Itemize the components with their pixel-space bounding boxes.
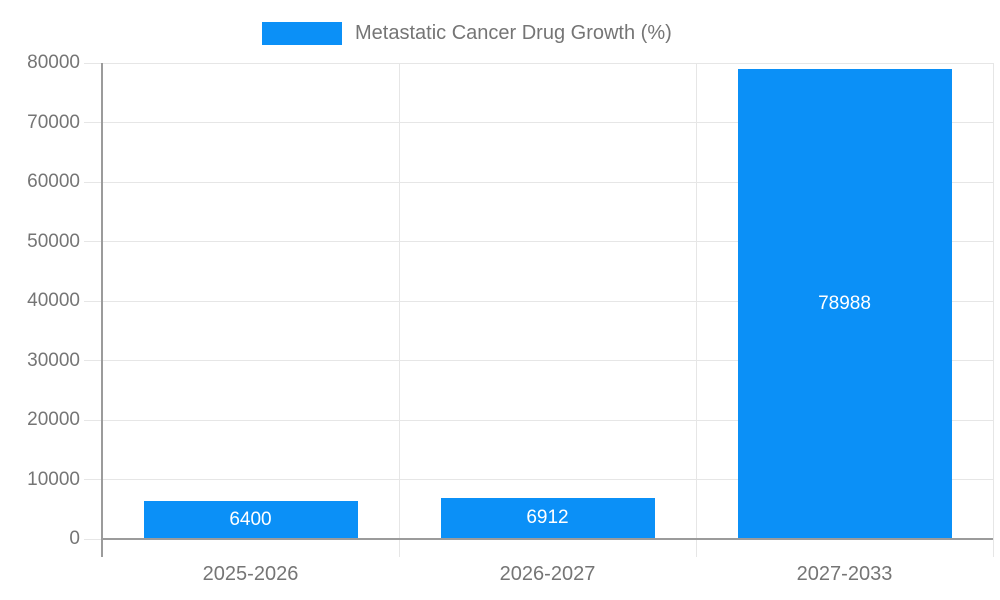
x-tick-label: 2026-2027 xyxy=(499,563,596,585)
plot-right-border xyxy=(992,63,994,557)
bar xyxy=(143,500,358,539)
bar-value-label: 78988 xyxy=(818,293,871,314)
y-tick-label: 10000 xyxy=(27,468,80,490)
x-tick-label: 2027-2033 xyxy=(796,563,893,585)
y-tick-mark xyxy=(84,62,102,64)
legend-swatch-icon xyxy=(262,22,342,45)
y-tick-label: 0 xyxy=(69,528,80,549)
bar-value-label: 6912 xyxy=(526,507,569,529)
x-axis-line xyxy=(102,538,993,540)
y-tick-label: 70000 xyxy=(27,111,80,133)
y-grid-line xyxy=(102,419,993,421)
y-tick-mark xyxy=(84,538,102,540)
y-tick-label: 20000 xyxy=(27,409,80,430)
y-grid-line xyxy=(102,300,993,302)
y-tick-mark xyxy=(84,122,102,123)
category-separator xyxy=(398,63,400,557)
y-tick-label: 30000 xyxy=(27,349,80,371)
y-tick-label: 50000 xyxy=(27,230,80,252)
y-grid-line xyxy=(102,241,993,242)
y-grid-line xyxy=(102,62,993,64)
legend: Metastatic Cancer Drug Growth (%) xyxy=(262,22,672,45)
category-separator xyxy=(695,63,697,557)
y-axis-line xyxy=(101,63,103,557)
y-tick-mark xyxy=(84,241,102,242)
y-grid-line xyxy=(102,360,993,361)
bar-value-label: 6400 xyxy=(229,508,272,530)
legend-label: Metastatic Cancer Drug Growth (%) xyxy=(355,22,672,44)
y-tick-mark xyxy=(84,181,102,183)
y-grid-line xyxy=(102,479,993,480)
y-tick-mark xyxy=(84,419,102,421)
y-tick-label: 80000 xyxy=(27,52,80,73)
y-grid-line xyxy=(102,181,993,183)
x-tick-label: 2025-2026 xyxy=(202,563,299,585)
y-tick-mark xyxy=(84,300,102,302)
bar xyxy=(440,497,655,539)
bar xyxy=(737,69,952,539)
y-grid-line xyxy=(102,122,993,123)
y-tick-mark xyxy=(84,479,102,480)
y-tick-label: 40000 xyxy=(27,290,80,311)
y-tick-mark xyxy=(84,360,102,361)
y-tick-label: 60000 xyxy=(27,171,80,192)
